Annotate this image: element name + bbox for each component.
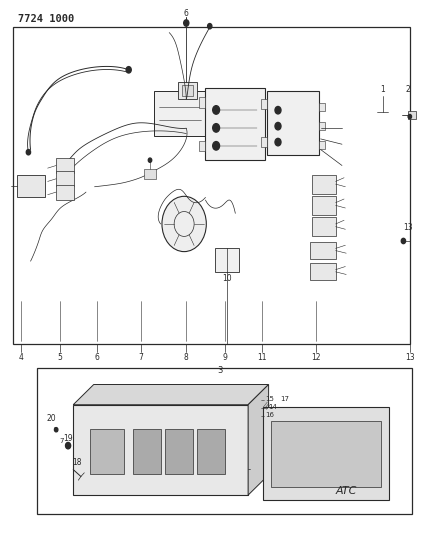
Circle shape: [184, 20, 189, 26]
Text: 10: 10: [223, 274, 232, 284]
Circle shape: [408, 115, 411, 119]
Text: 11: 11: [258, 353, 267, 362]
Bar: [263, 407, 389, 500]
Circle shape: [148, 158, 152, 163]
Polygon shape: [73, 384, 269, 405]
Circle shape: [275, 123, 281, 130]
Bar: [56, 158, 74, 173]
Bar: [56, 171, 74, 186]
Circle shape: [66, 443, 69, 448]
Circle shape: [65, 442, 71, 449]
Text: 20: 20: [46, 414, 56, 423]
Text: 9: 9: [222, 353, 227, 362]
Bar: [165, 429, 193, 474]
Text: 7: 7: [59, 438, 64, 444]
Bar: [205, 120, 213, 129]
Circle shape: [275, 139, 281, 146]
Bar: [312, 196, 336, 215]
Text: ATC: ATC: [336, 486, 357, 496]
Bar: [56, 184, 74, 199]
Text: 12: 12: [312, 353, 321, 362]
Bar: [37, 368, 412, 514]
Polygon shape: [248, 384, 269, 495]
Text: 2: 2: [406, 85, 410, 94]
Text: 13: 13: [403, 223, 413, 232]
Bar: [271, 421, 381, 487]
Bar: [205, 88, 265, 160]
Bar: [154, 91, 205, 136]
Circle shape: [126, 67, 131, 73]
Bar: [215, 248, 239, 272]
Bar: [318, 141, 325, 149]
Bar: [178, 82, 197, 99]
Circle shape: [401, 238, 406, 244]
Bar: [205, 98, 213, 107]
Bar: [310, 242, 336, 259]
Text: 7: 7: [138, 353, 143, 362]
Circle shape: [162, 196, 206, 252]
Bar: [145, 169, 155, 179]
Circle shape: [275, 107, 281, 114]
Bar: [312, 217, 336, 236]
Bar: [199, 141, 205, 151]
Text: 3: 3: [218, 366, 223, 375]
Circle shape: [213, 106, 220, 114]
Bar: [90, 429, 125, 474]
Text: 6: 6: [184, 9, 189, 18]
Text: 8: 8: [184, 353, 189, 362]
Bar: [268, 91, 318, 155]
Text: 4: 4: [19, 353, 24, 362]
Bar: [205, 109, 213, 118]
Bar: [199, 98, 205, 108]
Bar: [312, 174, 336, 193]
Circle shape: [213, 142, 220, 150]
Bar: [14, 27, 410, 344]
Bar: [197, 429, 225, 474]
Circle shape: [208, 23, 212, 29]
Circle shape: [26, 150, 30, 155]
Text: 5: 5: [57, 353, 62, 362]
Text: 17: 17: [280, 397, 289, 402]
Text: 1: 1: [380, 85, 385, 94]
Text: 16: 16: [265, 413, 274, 418]
Bar: [261, 99, 268, 109]
Bar: [17, 175, 45, 197]
Text: 15: 15: [265, 397, 274, 402]
Text: 7724 1000: 7724 1000: [18, 14, 74, 24]
Text: 18: 18: [72, 458, 81, 467]
Bar: [318, 103, 325, 111]
Circle shape: [54, 427, 58, 432]
Bar: [182, 85, 193, 96]
Bar: [310, 263, 336, 280]
Text: 13: 13: [405, 353, 415, 362]
Bar: [408, 111, 416, 119]
Bar: [261, 137, 268, 148]
Text: 14: 14: [269, 405, 277, 410]
Text: 19: 19: [63, 434, 73, 443]
Circle shape: [213, 124, 220, 132]
Bar: [133, 429, 160, 474]
Bar: [318, 122, 325, 130]
Text: 6: 6: [94, 353, 99, 362]
Bar: [73, 405, 248, 495]
